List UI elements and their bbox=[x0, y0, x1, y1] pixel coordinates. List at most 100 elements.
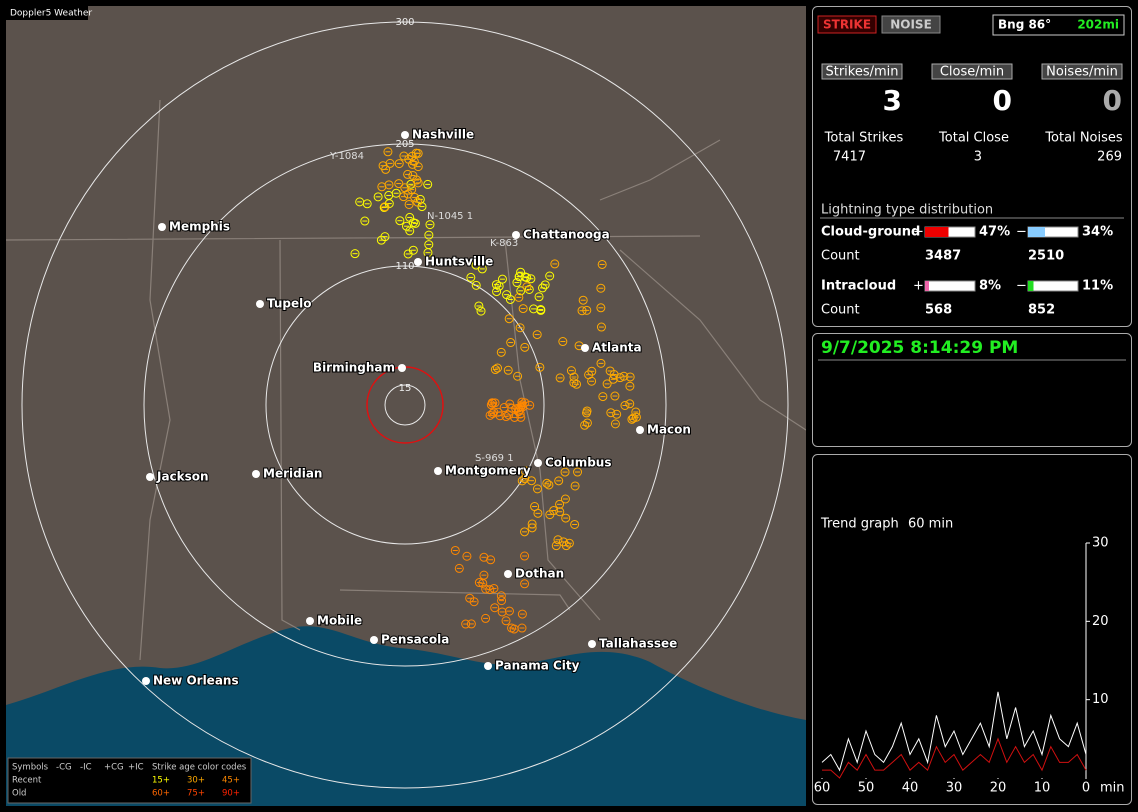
legend-box bbox=[7, 757, 252, 804]
legend-age: 45+ bbox=[222, 776, 240, 786]
strike-symbol bbox=[450, 545, 460, 555]
strike-symbol bbox=[566, 366, 576, 376]
strike-symbol bbox=[494, 281, 504, 291]
strike-symbol bbox=[424, 230, 434, 240]
strike-symbol bbox=[410, 218, 420, 228]
city-dot bbox=[256, 300, 264, 308]
panel-frame bbox=[812, 333, 1132, 447]
city-label: New Orleans bbox=[153, 674, 239, 688]
strike-symbol bbox=[542, 478, 552, 488]
legend-type: -IC bbox=[80, 763, 92, 773]
pct-label: 34% bbox=[1082, 225, 1113, 240]
strike-symbol bbox=[471, 260, 481, 270]
strike-symbol bbox=[530, 502, 540, 512]
city-dot bbox=[414, 258, 422, 266]
rate-header: Close/min bbox=[940, 65, 1004, 80]
strike-symbol bbox=[517, 609, 527, 619]
strike-symbol bbox=[400, 183, 410, 193]
strike-symbol bbox=[391, 188, 401, 198]
trend-label: Trend graph bbox=[820, 517, 899, 532]
map-title: Doppler5 Weather bbox=[10, 9, 92, 19]
trend-chart: 10 20 30 60 50 40 30 20 10 0 bbox=[814, 536, 1109, 796]
strike-symbol bbox=[381, 164, 391, 174]
strike-symbol bbox=[504, 606, 514, 616]
strike-symbol bbox=[610, 419, 620, 429]
dist-name: Intracloud bbox=[821, 279, 896, 294]
strike-symbol bbox=[544, 480, 554, 490]
sign: − bbox=[1016, 225, 1027, 240]
strike-symbol bbox=[405, 212, 415, 222]
strike-symbol bbox=[570, 519, 580, 529]
pct-label: 47% bbox=[979, 225, 1010, 240]
strike-symbol bbox=[631, 407, 641, 417]
strike-symbol bbox=[520, 272, 530, 282]
strike-symbol bbox=[554, 476, 564, 486]
button[interactable] bbox=[817, 15, 877, 34]
city-dot bbox=[484, 662, 492, 670]
city-label: Panama City bbox=[495, 659, 580, 673]
strike-symbol bbox=[602, 379, 612, 389]
strike-symbol bbox=[496, 347, 506, 357]
strike-symbol bbox=[545, 271, 555, 281]
city-dot bbox=[252, 470, 260, 478]
city-dot bbox=[636, 426, 644, 434]
strike-symbol bbox=[596, 283, 606, 293]
strike-symbol bbox=[501, 616, 511, 626]
trend-line bbox=[822, 737, 1087, 779]
strike-symbol bbox=[558, 337, 568, 347]
strike-symbol bbox=[485, 585, 495, 595]
x-tick-label: 10 bbox=[1034, 781, 1051, 796]
strike-symbol bbox=[403, 249, 413, 259]
total-label: Total Strikes bbox=[824, 131, 904, 146]
city-label: Memphis bbox=[169, 220, 230, 234]
strike-symbol bbox=[485, 410, 495, 420]
strike-symbol bbox=[486, 555, 496, 565]
pct-bar bbox=[1028, 227, 1045, 237]
button[interactable] bbox=[881, 15, 941, 34]
strike-symbol bbox=[612, 409, 622, 419]
strike-symbol bbox=[413, 197, 423, 207]
strike-symbol bbox=[520, 342, 530, 352]
ring-label: 205 bbox=[395, 139, 414, 150]
strike-symbol bbox=[520, 527, 530, 537]
strike-symbol bbox=[560, 494, 570, 504]
legend-type: +IC bbox=[128, 763, 144, 773]
strike-label: K-863 bbox=[490, 238, 518, 249]
button-label[interactable]: STRIKE bbox=[823, 18, 871, 32]
city-dot bbox=[581, 344, 589, 352]
strike-symbol bbox=[360, 216, 370, 226]
legend-row: Recent bbox=[12, 776, 42, 786]
strike-symbol bbox=[569, 378, 579, 388]
city-dot bbox=[158, 223, 166, 231]
strike-symbol bbox=[404, 154, 414, 164]
borders bbox=[6, 99, 806, 661]
strike-symbol bbox=[619, 371, 629, 381]
strike-symbol bbox=[598, 392, 608, 402]
total-label: Total Noises bbox=[1044, 131, 1123, 146]
legend-age: 60+ bbox=[152, 789, 170, 799]
strike-symbol bbox=[551, 541, 561, 551]
strike-symbol bbox=[516, 286, 526, 296]
city-label: Mobile bbox=[317, 614, 362, 628]
dist-title: Lightning type distribution bbox=[821, 203, 993, 218]
bar-track bbox=[924, 280, 976, 292]
strike-symbol bbox=[577, 306, 587, 316]
strike-symbol bbox=[415, 194, 425, 204]
dist-name: Cloud-ground bbox=[821, 225, 920, 240]
rate-value: 3 bbox=[883, 84, 902, 117]
button-label[interactable]: NOISE bbox=[890, 18, 932, 32]
strike-symbol bbox=[495, 411, 505, 421]
strike-symbol bbox=[395, 216, 405, 226]
strike-symbol bbox=[469, 597, 479, 607]
sign: + bbox=[913, 279, 924, 294]
strike-symbol bbox=[527, 476, 537, 486]
strike-symbol bbox=[615, 373, 625, 383]
rate-header-box bbox=[821, 63, 903, 80]
strike-label: Y-1084 bbox=[329, 151, 364, 162]
range-rings bbox=[21, 21, 789, 789]
strike-symbol bbox=[620, 400, 630, 410]
strike-symbol bbox=[408, 170, 418, 180]
strike-symbol bbox=[570, 481, 580, 491]
city-dot bbox=[504, 570, 512, 578]
strike-symbol bbox=[380, 232, 390, 242]
